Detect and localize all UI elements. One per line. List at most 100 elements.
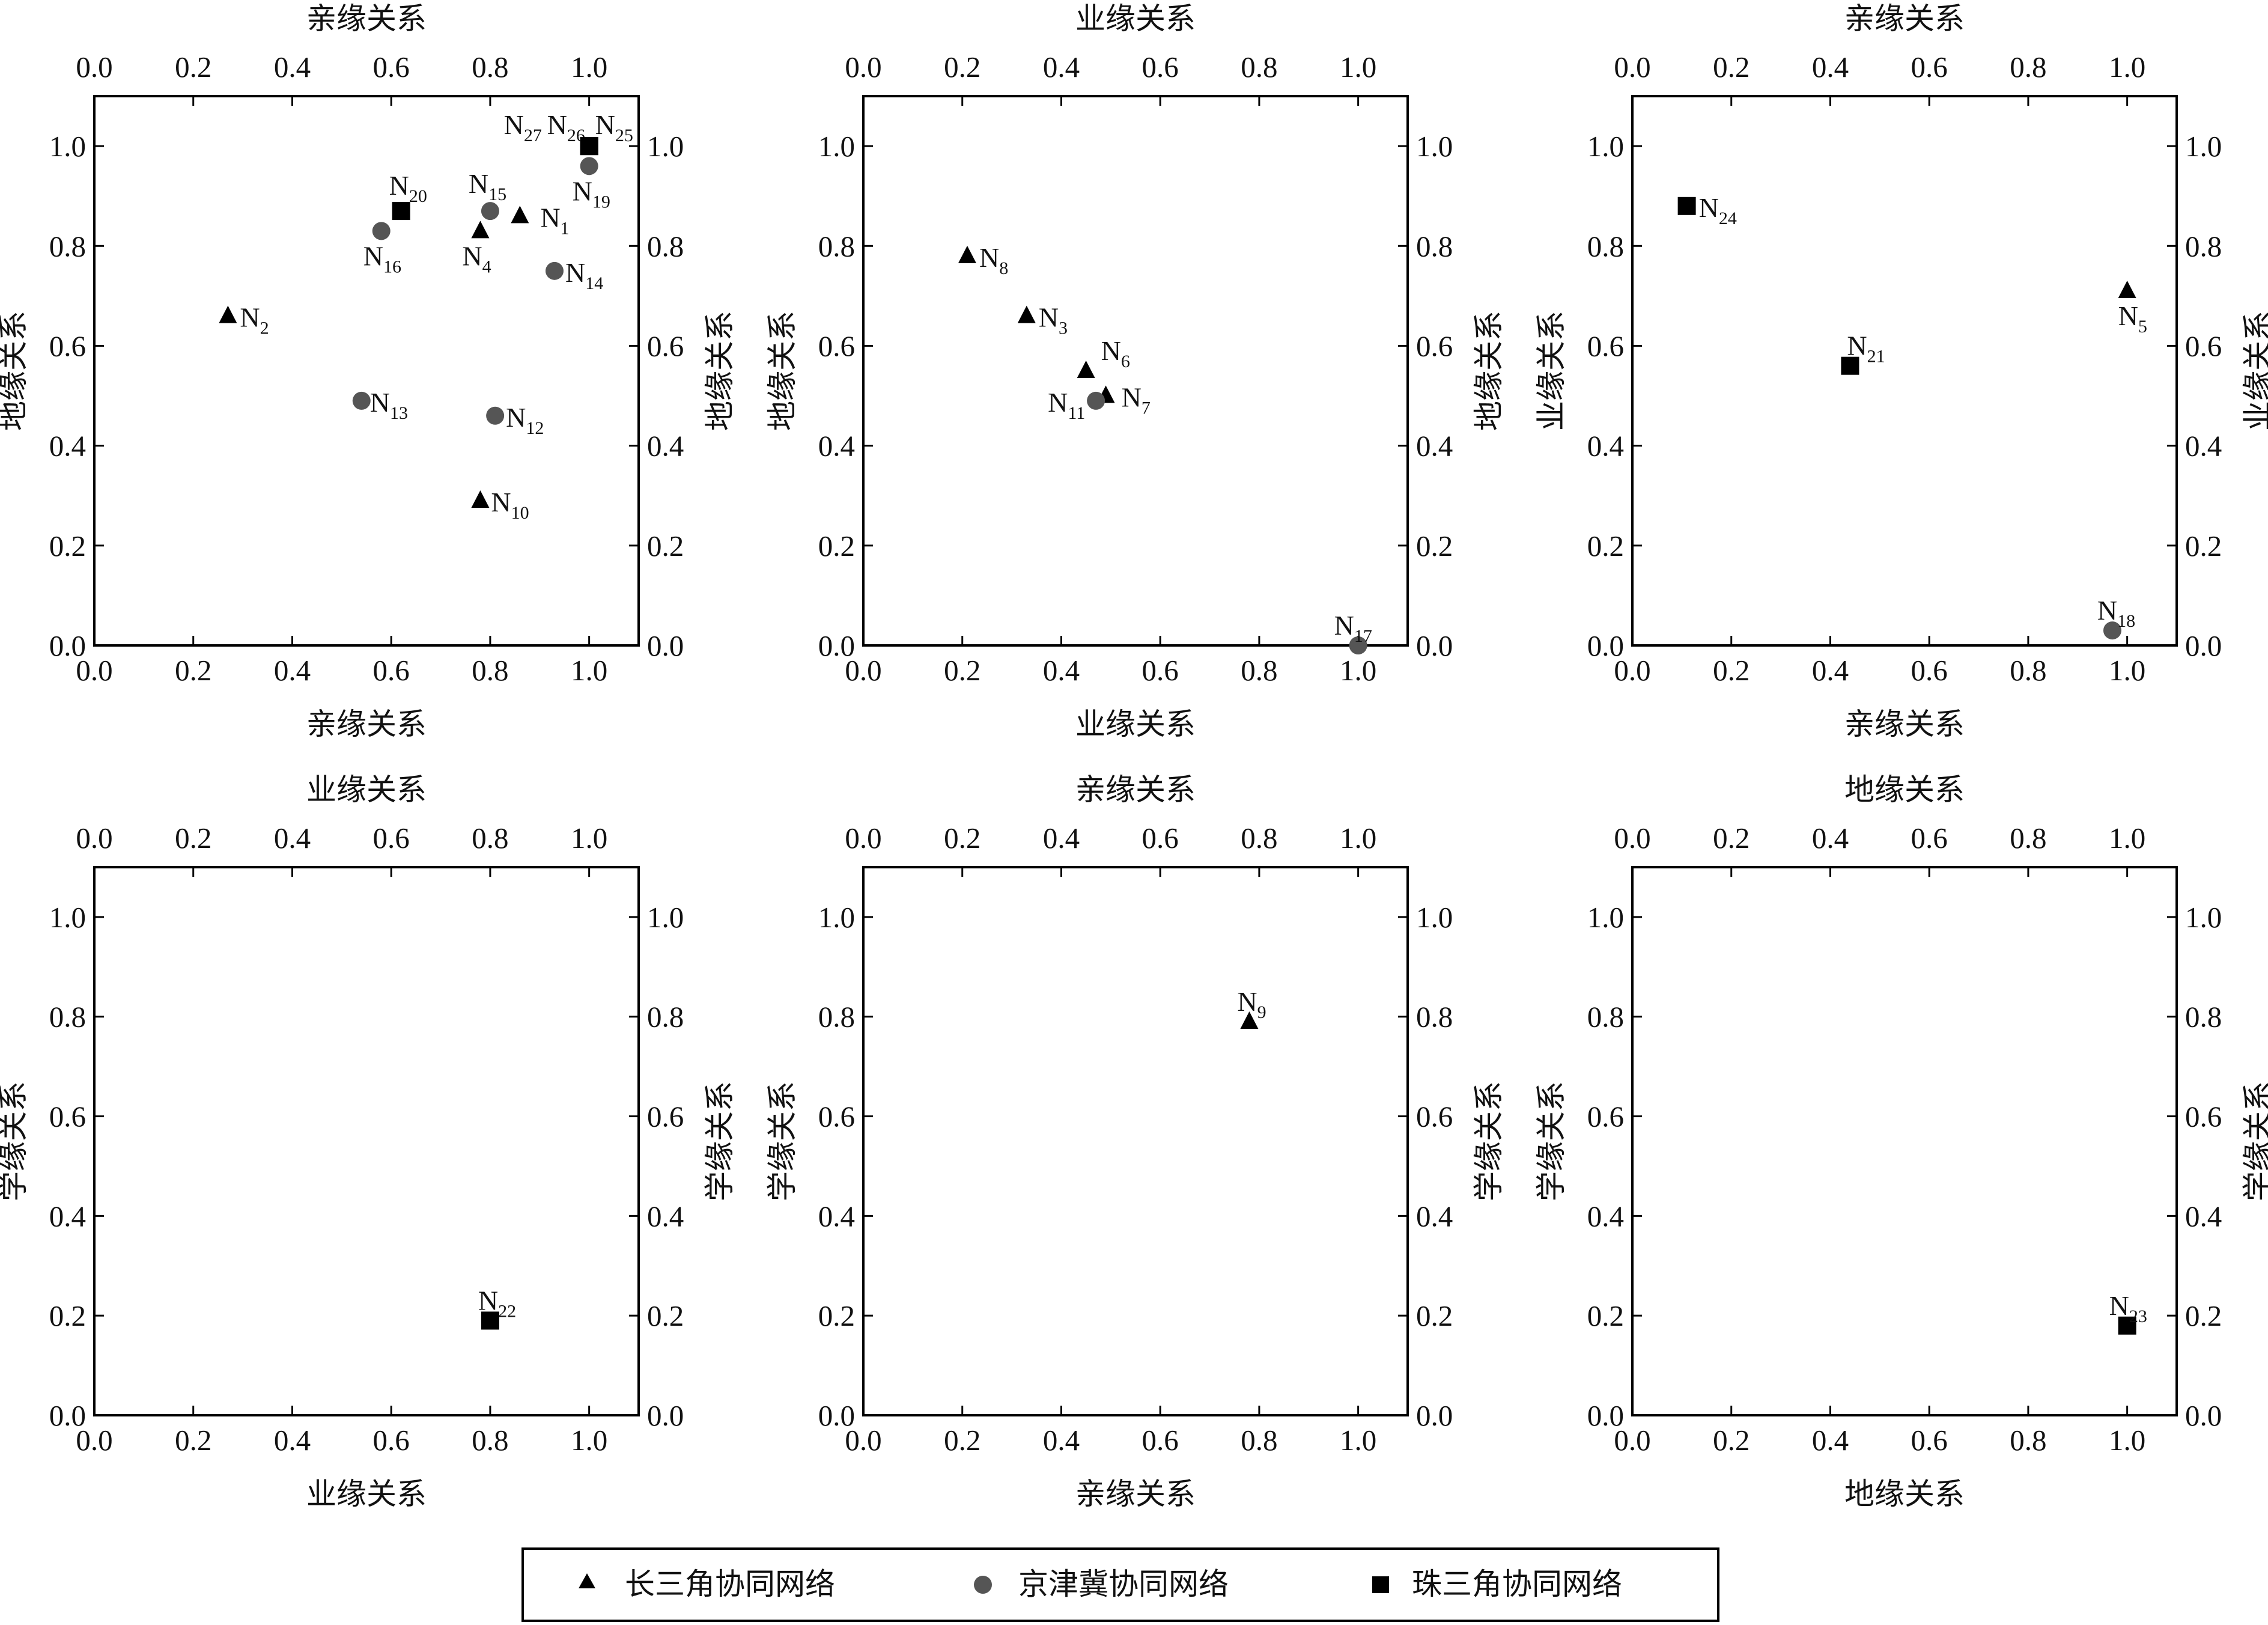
point-marker-triangle xyxy=(471,221,490,239)
x-tick-label-top: 0.6 xyxy=(1911,50,1948,84)
point-label-letter: N xyxy=(2109,1290,2129,1321)
x-tick-label-bottom: 0.6 xyxy=(1142,1424,1179,1457)
y-tick-label-left: 0.6 xyxy=(49,1100,86,1133)
point-label-letter: N xyxy=(389,170,409,201)
y-tick-label-left: 0.4 xyxy=(1587,1200,1624,1233)
point-label-letter: N xyxy=(565,257,585,288)
point-marker-square xyxy=(392,202,410,221)
top-axis-title: 亲缘关系 xyxy=(1844,1,1965,36)
y-tick-label-right: 0.2 xyxy=(1416,529,1453,562)
point-label: N16 xyxy=(363,240,401,276)
x-tick-label-top: 1.0 xyxy=(2109,822,2145,855)
point-label-subscript: 17 xyxy=(1354,626,1372,646)
point-label: N12 xyxy=(506,402,544,438)
point-marker-triangle xyxy=(1240,1011,1259,1029)
x-tick-label-bottom: 0.8 xyxy=(472,654,508,687)
y-tick-label-left: 0.8 xyxy=(1587,230,1624,263)
point-label: N15 xyxy=(469,168,506,204)
x-tick-label-bottom: 0.2 xyxy=(1713,654,1750,687)
x-tick-label-top: 0.8 xyxy=(2010,822,2046,855)
point-label-subscript: 9 xyxy=(1257,1002,1266,1022)
y-tick-label-right: 0.4 xyxy=(1416,1200,1453,1233)
point-label-letter: N xyxy=(1101,335,1121,366)
point-label-subscript: 4 xyxy=(482,257,491,276)
y-tick-label-right: 0.8 xyxy=(647,1001,684,1034)
y-tick-label-left: 1.0 xyxy=(818,901,855,934)
point-label-letter: N xyxy=(363,240,383,271)
point-label-subscript: 12 xyxy=(526,418,544,438)
point-marker-circle xyxy=(2103,621,2121,640)
point-label-subscript: 7 xyxy=(1142,398,1151,418)
point-label: N19 xyxy=(573,175,610,212)
x-axis-title: 地缘关系 xyxy=(1844,1477,1965,1511)
point-label-letter: N xyxy=(540,202,560,233)
y-tick-label-right: 0.0 xyxy=(647,1399,684,1432)
point-label-subscript: 22 xyxy=(498,1301,516,1321)
x-tick-label-bottom: 0.0 xyxy=(76,1424,112,1457)
legend-box xyxy=(521,1547,1719,1622)
y-tick-label-right: 0.0 xyxy=(1416,629,1453,662)
legend-marker-circle xyxy=(974,1576,992,1594)
y-tick-label-left: 1.0 xyxy=(1587,130,1624,163)
legend: 长三角协同网络 京津冀协同网络 珠三角协同网络 xyxy=(521,1547,1719,1622)
point-label-subscript: 2 xyxy=(260,319,269,338)
x-tick-label-top: 0.0 xyxy=(76,822,112,855)
y-tick-label-left: 1.0 xyxy=(1587,901,1624,934)
point-marker-triangle xyxy=(958,245,976,263)
x-tick-label-bottom: 0.0 xyxy=(76,654,112,687)
y-tick-label-right: 0.2 xyxy=(1416,1299,1453,1332)
point-label-letter: N xyxy=(469,168,488,199)
y-tick-label-right: 0.2 xyxy=(2185,1299,2222,1332)
point-label: N14 xyxy=(565,257,603,293)
x-tick-label-top: 0.6 xyxy=(373,822,410,855)
point-label: N22 xyxy=(478,1285,516,1321)
y-tick-label-left: 0.0 xyxy=(1587,1399,1624,1432)
point-label: N23 xyxy=(2109,1290,2147,1326)
point-label: N6 xyxy=(1101,335,1130,371)
y-tick-label-left: 0.0 xyxy=(49,629,86,662)
y-tick-label-right: 0.8 xyxy=(2185,230,2222,263)
point-label-subscript: 21 xyxy=(1867,347,1885,367)
point-label: N27 xyxy=(504,109,542,145)
y-tick-label-right: 1.0 xyxy=(647,130,684,163)
plot-frame xyxy=(862,95,1409,647)
point-label: N8 xyxy=(979,242,1008,278)
x-tick-label-bottom: 0.2 xyxy=(944,1424,980,1457)
y-tick-label-left: 1.0 xyxy=(49,130,86,163)
point-label-subscript: 16 xyxy=(383,257,401,276)
point-marker-circle xyxy=(1087,391,1105,410)
point-label-subscript: 23 xyxy=(2129,1306,2147,1326)
x-tick-label-bottom: 0.8 xyxy=(472,1424,508,1457)
point-label-subscript: 25 xyxy=(615,126,633,145)
point-marker-circle xyxy=(372,222,391,240)
x-tick-label-top: 1.0 xyxy=(2109,50,2145,84)
y-tick-label-left: 0.0 xyxy=(1587,629,1624,662)
point-label: N11 xyxy=(1048,387,1085,423)
x-tick-label-top: 0.2 xyxy=(1713,50,1750,84)
point-label-subscript: 27 xyxy=(524,126,542,145)
legend-marker-square xyxy=(1372,1576,1389,1593)
x-tick-label-top: 0.4 xyxy=(274,822,311,855)
y-tick-label-left: 0.6 xyxy=(1587,1100,1624,1133)
point-label-letter: N xyxy=(573,175,592,206)
point-marker-circle xyxy=(352,391,371,410)
y-tick-label-right: 0.4 xyxy=(647,1200,684,1233)
y-tick-label-right: 0.6 xyxy=(647,329,684,362)
right-axis-title: 业缘关系 xyxy=(2240,311,2268,431)
x-tick-label-bottom: 0.4 xyxy=(1043,654,1080,687)
point-marker-triangle xyxy=(2118,281,2136,299)
point-label: N25 xyxy=(595,109,633,145)
x-tick-label-bottom: 0.2 xyxy=(944,654,980,687)
y-tick-label-left: 0.2 xyxy=(49,1299,86,1332)
point-marker-square xyxy=(1841,356,1859,375)
y-tick-label-left: 0.4 xyxy=(1587,430,1624,463)
x-tick-label-bottom: 1.0 xyxy=(1340,654,1376,687)
y-tick-label-left: 0.0 xyxy=(818,629,855,662)
y-axis-title: 学缘关系 xyxy=(0,1081,31,1201)
x-tick-label-top: 0.0 xyxy=(1614,822,1650,855)
x-tick-label-bottom: 0.6 xyxy=(1911,1424,1948,1457)
x-axis-title: 亲缘关系 xyxy=(306,707,427,742)
point-label-subscript: 18 xyxy=(2117,611,2135,631)
y-tick-label-left: 0.8 xyxy=(49,1001,86,1034)
x-axis-title: 亲缘关系 xyxy=(1844,707,1965,742)
